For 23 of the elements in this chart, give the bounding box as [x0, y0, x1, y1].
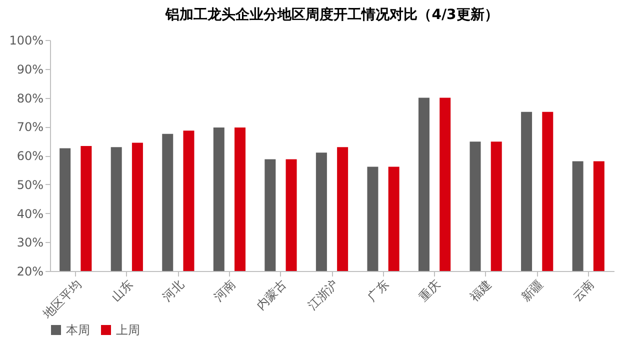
y-tick-label: 90% — [16, 62, 44, 76]
x-tick-label: 新疆 — [518, 277, 546, 304]
x-tick-label: 地区平均 — [40, 277, 84, 322]
x-tick-label: 河北 — [160, 277, 187, 304]
y-tick-label: 20% — [16, 264, 44, 278]
legend-label: 上周 — [116, 323, 140, 337]
legend-label: 本周 — [66, 323, 90, 337]
y-tick-label: 70% — [16, 120, 44, 134]
x-tick-label: 重庆 — [416, 277, 444, 304]
y-tick-label: 30% — [16, 236, 44, 250]
x-tick-label: 内蒙古 — [254, 277, 290, 312]
x-tick-label: 河南 — [211, 277, 238, 304]
y-tick-label: 50% — [16, 178, 44, 192]
x-tick-label: 山东 — [108, 277, 136, 304]
y-tick-label: 60% — [16, 149, 44, 163]
x-tick-label: 云南 — [570, 277, 597, 304]
x-tick-label: 广东 — [364, 277, 392, 304]
x-tick-label: 江浙沪 — [305, 277, 340, 312]
x-tick-label: 福建 — [467, 277, 494, 304]
y-tick-label: 80% — [16, 91, 44, 106]
y-tick-label: 100% — [9, 34, 44, 48]
chart-title: 铝加工龙头企业分地区周度开工情况对比（4/3更新） — [164, 6, 498, 23]
y-tick-label: 40% — [16, 206, 44, 221]
